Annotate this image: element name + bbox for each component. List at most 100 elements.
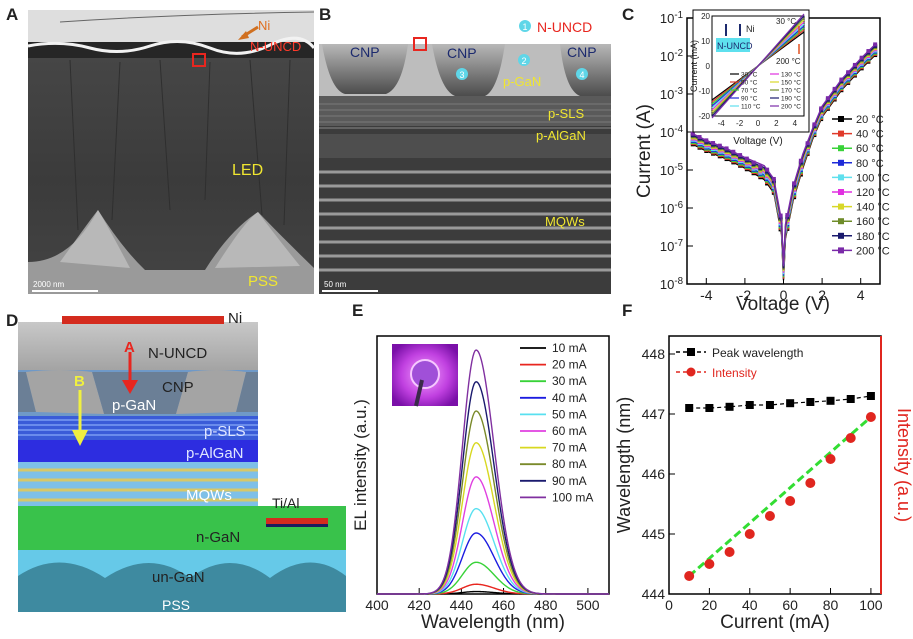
panel-d-psls-label: p-SLS <box>204 423 246 440</box>
ci-legend-label: 190 °C <box>781 95 801 103</box>
ci-legend-label: 170 °C <box>781 87 801 95</box>
ci-legend-label: 150 °C <box>781 79 801 87</box>
panel-c-curves <box>690 42 878 281</box>
e-legend-label: 60 mA <box>552 424 587 438</box>
panel-a-letter: A <box>6 5 18 24</box>
c-legend-label: 40 °C <box>856 129 884 141</box>
f-ytick-label: 444 <box>642 586 666 602</box>
panel-d-arrow-b-label: B <box>74 373 85 390</box>
e-xtick-label: 400 <box>365 597 389 613</box>
c-legend-label: 160 °C <box>856 216 890 228</box>
f-intensity-point <box>684 571 695 581</box>
c-point <box>690 131 695 136</box>
ci-line <box>711 13 805 119</box>
c-legend-marker <box>838 159 844 166</box>
c-point <box>852 62 857 67</box>
panel-b-letter: B <box>319 5 331 24</box>
panel-a-ni-curve <box>59 11 315 23</box>
f-ytick-label: 446 <box>642 466 666 482</box>
ci-ytick-label: -20 <box>698 112 710 121</box>
f-xtick-label: 100 <box>859 597 883 613</box>
c-ytick-label: 10-2 <box>660 48 683 64</box>
panel-f-fit-line <box>688 415 872 578</box>
f-legend-label: Peak wavelength <box>712 346 803 360</box>
c-point <box>819 106 824 111</box>
ci-legend-label: 90 °C <box>741 95 758 103</box>
c-legend-marker <box>838 174 844 181</box>
c-legend-label: 80 °C <box>856 158 884 170</box>
c-ytick-label: 10-3 <box>660 86 683 102</box>
panel-b-cnp-label-2: CNP <box>447 45 477 61</box>
f-intensity-point <box>724 547 735 557</box>
panel-a-pss-label: PSS <box>248 273 278 290</box>
panel-d-ngan-label: n-GaN <box>196 529 240 546</box>
e-xtick-label: 440 <box>450 597 474 613</box>
c-point <box>805 141 810 146</box>
ci-ytick-label: 10 <box>701 37 710 46</box>
c-ytick-label: 10-6 <box>660 200 683 216</box>
panel-d-ni-label: Ni <box>228 310 242 327</box>
panel-d-tial-label: Ti/Al <box>272 495 299 511</box>
panel-d: Ni A B N-UNCD CNP p-GaN p-SLS p-AlGaN MQ… <box>6 310 346 613</box>
panel-f-ylabel-right: Intensity (a.u.) <box>894 408 913 522</box>
c-point <box>846 70 851 75</box>
c-point <box>859 55 864 60</box>
panel-d-ungan-label: un-GaN <box>152 569 205 586</box>
e-xtick-label: 420 <box>408 597 432 613</box>
panel-c-axes: -4 -2 0 2 410-810-710-610-510-410-310-210-1 <box>660 10 865 303</box>
c-xtick-label: 4 <box>857 287 865 303</box>
f-peak-point <box>866 392 875 400</box>
panel-c-inset-ylabel: Current (mA) <box>689 40 699 92</box>
c-point <box>798 158 803 163</box>
f-legend-marker <box>686 367 696 377</box>
f-peak-point <box>745 401 754 409</box>
c-legend-marker <box>838 116 844 122</box>
f-peak-point <box>786 399 795 408</box>
c-ytick-label: 10-1 <box>660 10 683 26</box>
panel-d-pgan-2 <box>92 372 188 414</box>
panel-d-pgan-label: p-GaN <box>112 397 156 414</box>
e-xtick-label: 460 <box>492 597 516 613</box>
e-legend-label: 100 mA <box>552 490 593 504</box>
panel-f-points <box>684 392 876 581</box>
panel-c-xlabel: Voltage (V) <box>736 294 830 315</box>
panel-b-palgan-label: p-AlGaN <box>536 128 586 143</box>
ci-legend-label: 200 °C <box>781 103 801 111</box>
panel-e-xlabel: Wavelength (nm) <box>421 612 565 633</box>
c-point <box>792 181 797 186</box>
f-intensity-point <box>785 496 796 506</box>
f-ytick-label: 448 <box>642 346 666 362</box>
e-legend-label: 90 mA <box>552 474 587 488</box>
panel-c-legend: 20 °C 40 °C 60 °C 80 °C 100 °C 120 °C 140 °C 16… <box>832 114 890 257</box>
panel-d-ngan-layer <box>18 506 346 550</box>
panel-f-xlabel: Current (mA) <box>720 612 830 633</box>
panel-b: CNP CNP CNP 1 2 3 4 N-UNCD p-GaN p-SLS p… <box>319 5 611 294</box>
c-legend-label: 20 °C <box>856 114 884 126</box>
c-xtick-label: -2 <box>739 287 752 303</box>
f-intensity-point <box>805 478 816 488</box>
c-legend-label: 200 °C <box>856 245 890 257</box>
panel-d-pgan-3 <box>236 372 258 412</box>
c-legend-label: 120 °C <box>856 187 890 199</box>
panel-b-cnp-2 <box>432 44 505 96</box>
panel-b-mqw-lines <box>319 170 611 272</box>
f-legend-label: Intensity <box>712 366 757 380</box>
c-ytick-label: 10-4 <box>660 124 684 140</box>
panel-b-pgan-label: p-GaN <box>503 74 541 89</box>
e-xtick-label: 480 <box>534 597 558 613</box>
panel-c-inset-bottom-label: 200 °C <box>776 57 801 66</box>
f-intensity-point <box>845 433 856 443</box>
c-legend-label: 140 °C <box>856 202 890 214</box>
c-ytick-label: 10-8 <box>660 276 683 292</box>
svg-text:4: 4 <box>579 70 584 80</box>
c-point <box>717 143 722 148</box>
panel-f-legend: Peak wavelength Intensity <box>676 346 803 380</box>
ci-legend-label: 30 °C <box>741 71 758 79</box>
c-point <box>832 86 837 91</box>
c-point <box>812 122 817 127</box>
c-legend-marker <box>838 247 844 254</box>
panel-e-axes: 400 420 440 460 480 500 <box>365 588 600 613</box>
e-legend-label: 80 mA <box>552 457 587 471</box>
